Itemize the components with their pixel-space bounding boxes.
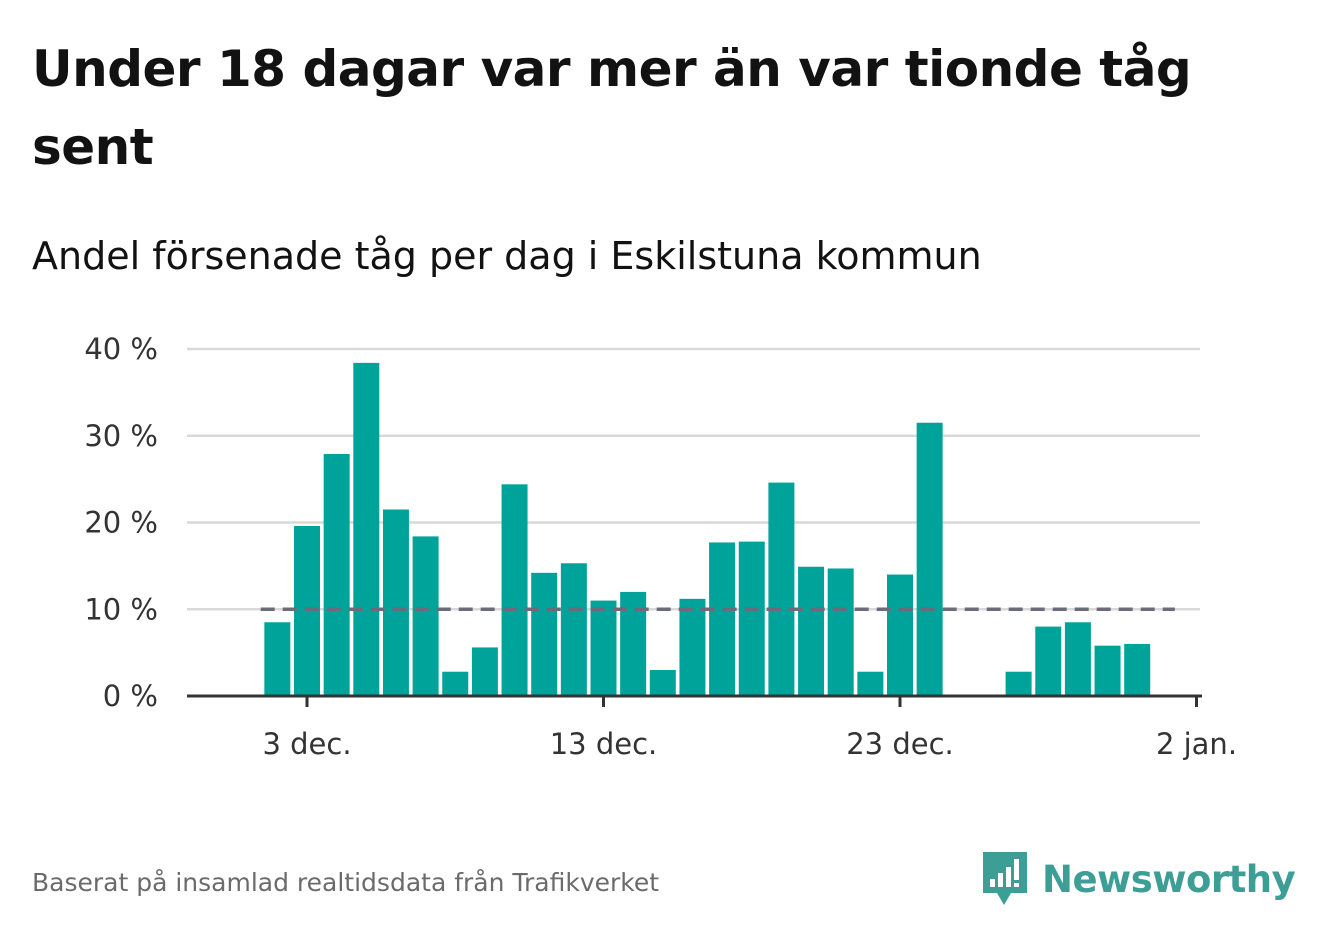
- brand-name: Newsworthy: [1042, 857, 1296, 901]
- y-tick-label: 0 %: [103, 679, 158, 713]
- y-tick-label: 20 %: [84, 506, 158, 540]
- chart-subtitle: Andel försenade tåg per dag i Eskilstuna…: [32, 234, 982, 278]
- bar: [531, 572, 558, 696]
- x-tick-label: 2 jan.: [1156, 727, 1237, 761]
- bar: [768, 482, 795, 696]
- bar-chart: 0 % 10 % 20 % 30 % 40 % 3 dec. 13 dec. 23 dec.…: [84, 332, 1237, 761]
- bar: [709, 542, 736, 696]
- source-note: Baserat på insamlad realtidsdata från Tr…: [32, 868, 660, 897]
- x-tick-label: 23 dec.: [846, 727, 954, 761]
- bars: [264, 362, 1151, 696]
- bar: [649, 669, 676, 696]
- bar: [827, 568, 854, 696]
- bar: [738, 541, 765, 696]
- bar: [382, 509, 409, 696]
- bar: [264, 622, 291, 696]
- y-tick-label: 30 %: [84, 419, 158, 453]
- bar: [412, 536, 439, 696]
- x-axis-tick-labels: 3 dec. 13 dec. 23 dec. 2 jan.: [262, 696, 1237, 761]
- bar: [323, 453, 350, 696]
- bar: [1124, 643, 1151, 696]
- bar: [798, 566, 825, 696]
- bar: [353, 362, 380, 696]
- bar: [560, 563, 587, 696]
- y-tick-label: 40 %: [84, 332, 158, 366]
- bar: [471, 647, 498, 696]
- bar: [857, 671, 884, 696]
- bar: [442, 671, 469, 696]
- bar: [679, 598, 706, 696]
- bar: [501, 484, 528, 696]
- bar: [1094, 645, 1121, 696]
- bar: [887, 574, 913, 696]
- bar: [916, 422, 943, 696]
- bar: [1064, 622, 1091, 696]
- x-tick-label: 13 dec.: [550, 727, 658, 761]
- bar: [1005, 671, 1032, 696]
- y-tick-label: 10 %: [84, 592, 158, 626]
- y-axis-tick-labels: 0 % 10 % 20 % 30 % 40 %: [84, 332, 158, 713]
- bar: [590, 600, 617, 696]
- x-tick-label: 3 dec.: [262, 727, 351, 761]
- newsworthy-logo[interactable]: Newsworthy: [980, 848, 1296, 910]
- bar: [1035, 626, 1062, 696]
- chart-title: Under 18 dagar var mer än var tionde tåg…: [32, 40, 1192, 176]
- newsworthy-logo-icon: [983, 852, 1027, 905]
